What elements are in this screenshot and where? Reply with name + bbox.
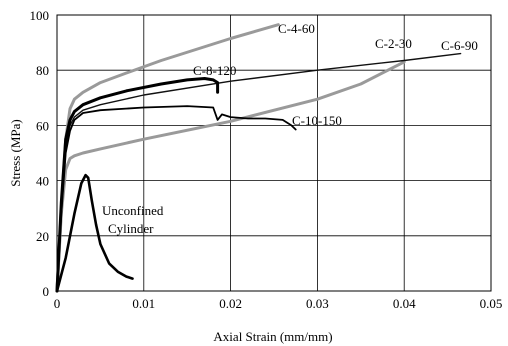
y-tick-label: 60 (36, 118, 49, 133)
grid-lines (57, 15, 491, 291)
y-tick-label: 80 (36, 63, 49, 78)
tick-labels: 0 0.01 0.02 0.03 0.04 0.05 0 20 40 60 80 100 (30, 8, 503, 311)
x-tick-label: 0.05 (480, 296, 503, 311)
x-tick-label: 0.01 (132, 296, 155, 311)
series-line-c-6-90 (56, 52, 462, 292)
series-line-c-4-60 (55, 23, 280, 293)
series-layer (55, 23, 462, 293)
x-tick-label: 0.04 (393, 296, 416, 311)
label-c-2-30: C-2-30 (375, 36, 412, 51)
plot-area-border (56, 14, 492, 292)
y-tick-label: 40 (36, 174, 49, 189)
series-line-c-8-120 (55, 77, 220, 293)
label-cylinder: Cylinder (108, 221, 154, 236)
label-c-10-150: C-10-150 (292, 113, 342, 128)
x-axis-title: Axial Strain (mm/mm) (213, 329, 332, 344)
label-c-6-90: C-6-90 (441, 38, 478, 53)
y-tick-label: 100 (30, 8, 50, 23)
series-line-c-2-30 (55, 60, 406, 293)
series-line-unconfined-cylinder (55, 173, 134, 293)
series-line-c-10-150 (56, 105, 297, 292)
y-tick-label: 20 (36, 229, 49, 244)
label-c-4-60: C-4-60 (278, 21, 315, 36)
y-axis-title: Stress (MPa) (8, 119, 23, 187)
label-unconfined: Unconfined (102, 203, 164, 218)
y-tick-label: 0 (43, 284, 50, 299)
x-tick-label: 0.03 (306, 296, 329, 311)
x-tick-label: 0.02 (219, 296, 242, 311)
label-c-8-120: C-8-120 (193, 63, 236, 78)
x-tick-label: 0 (54, 296, 61, 311)
